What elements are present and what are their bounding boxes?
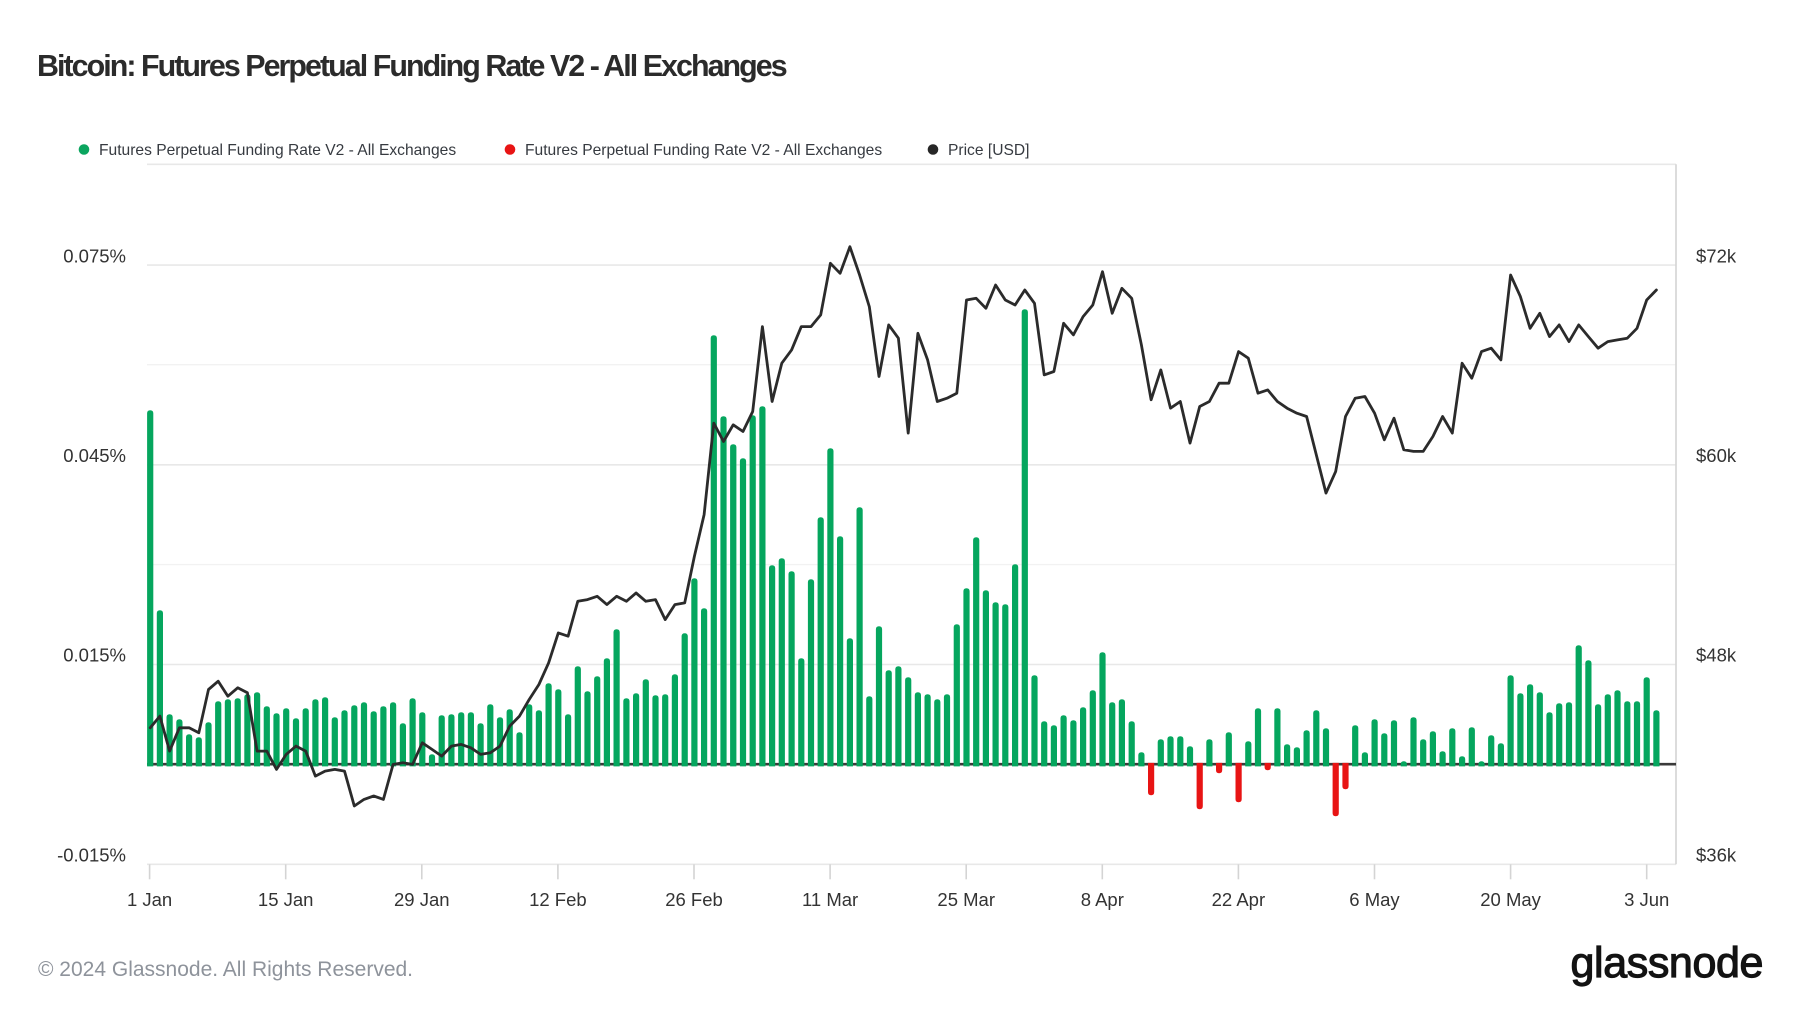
svg-text:-0.015%: -0.015% — [57, 845, 126, 866]
svg-text:29 Jan: 29 Jan — [394, 889, 450, 910]
svg-text:1 Jan: 1 Jan — [127, 889, 172, 910]
svg-text:Futures Perpetual Funding Rate: Futures Perpetual Funding Rate V2 - All … — [525, 142, 882, 159]
svg-text:Bitcoin: Futures Perpetual Fun: Bitcoin: Futures Perpetual Funding Rate … — [37, 49, 787, 83]
svg-text:12 Feb: 12 Feb — [529, 889, 587, 910]
svg-text:$36k: $36k — [1696, 845, 1737, 866]
svg-text:Price [USD]: Price [USD] — [948, 142, 1029, 159]
svg-text:11 Mar: 11 Mar — [802, 889, 858, 910]
svg-text:$72k: $72k — [1696, 245, 1737, 266]
svg-text:$60k: $60k — [1696, 445, 1737, 466]
svg-text:glassnode: glassnode — [1571, 939, 1763, 987]
svg-text:0.015%: 0.015% — [63, 645, 126, 666]
svg-text:0.075%: 0.075% — [63, 245, 126, 266]
svg-text:$48k: $48k — [1696, 645, 1737, 666]
svg-text:3 Jun: 3 Jun — [1624, 889, 1669, 910]
svg-text:6 May: 6 May — [1349, 889, 1400, 910]
svg-text:22 Apr: 22 Apr — [1212, 889, 1266, 910]
svg-text:0.045%: 0.045% — [63, 445, 126, 466]
svg-text:© 2024 Glassnode. All Rights R: © 2024 Glassnode. All Rights Reserved. — [38, 958, 413, 981]
svg-text:25 Mar: 25 Mar — [937, 889, 995, 910]
svg-text:15 Jan: 15 Jan — [258, 889, 314, 910]
svg-text:Futures Perpetual Funding Rate: Futures Perpetual Funding Rate V2 - All … — [99, 142, 456, 159]
svg-text:26 Feb: 26 Feb — [665, 889, 723, 910]
svg-text:8 Apr: 8 Apr — [1081, 889, 1124, 910]
svg-text:20 May: 20 May — [1480, 889, 1541, 910]
